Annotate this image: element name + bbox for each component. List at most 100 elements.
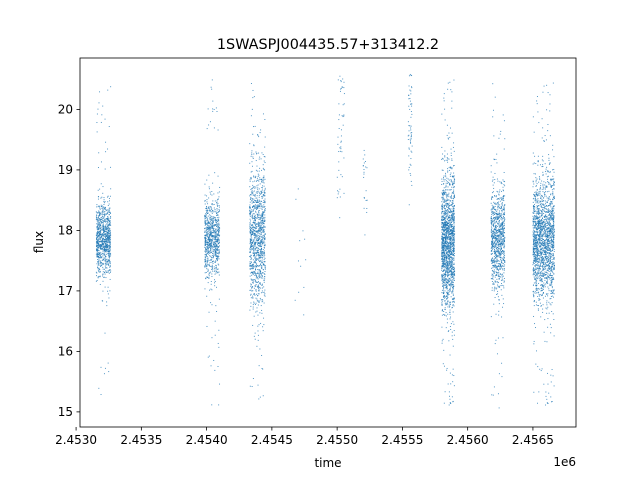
- data-point: [256, 213, 258, 215]
- data-point: [105, 238, 107, 240]
- data-point: [249, 255, 251, 257]
- data-point: [444, 156, 446, 158]
- data-point: [445, 236, 447, 238]
- data-point: [446, 251, 448, 253]
- data-point: [441, 220, 443, 222]
- data-point: [502, 233, 504, 235]
- data-point: [501, 284, 503, 286]
- data-point: [451, 273, 453, 275]
- data-point: [441, 219, 443, 221]
- data-point: [253, 272, 255, 274]
- data-point: [453, 285, 455, 287]
- data-point: [98, 239, 100, 241]
- data-point: [108, 259, 110, 261]
- data-point: [493, 217, 495, 219]
- data-point: [212, 110, 214, 112]
- data-point: [259, 277, 261, 279]
- data-point: [445, 267, 447, 269]
- data-point: [341, 115, 343, 117]
- data-point: [445, 226, 447, 228]
- data-point: [453, 176, 455, 178]
- data-point: [249, 240, 251, 242]
- data-point: [102, 259, 104, 261]
- data-point: [107, 218, 109, 220]
- data-point: [502, 214, 504, 216]
- data-point: [363, 196, 365, 198]
- data-point: [100, 121, 102, 123]
- data-point: [442, 192, 444, 194]
- data-point: [497, 260, 499, 262]
- data-point: [97, 198, 99, 200]
- data-point: [103, 227, 105, 229]
- data-point: [496, 273, 498, 275]
- data-point: [210, 231, 212, 233]
- data-point: [101, 242, 103, 244]
- data-point: [97, 267, 99, 269]
- data-point: [204, 257, 206, 259]
- data-point: [98, 253, 100, 255]
- data-point: [264, 206, 266, 208]
- data-point: [212, 219, 214, 221]
- data-point: [214, 236, 216, 238]
- data-point: [498, 373, 500, 375]
- data-point: [214, 334, 216, 336]
- data-point: [446, 218, 448, 220]
- data-point: [261, 227, 263, 229]
- data-point: [499, 133, 501, 135]
- data-point: [448, 205, 450, 207]
- data-point: [446, 211, 448, 213]
- data-point: [208, 220, 210, 222]
- data-point: [254, 260, 256, 262]
- data-point: [453, 208, 455, 210]
- data-point: [441, 247, 443, 249]
- data-point: [256, 200, 258, 202]
- data-point: [100, 235, 102, 237]
- data-point: [204, 266, 206, 268]
- data-point: [255, 234, 257, 236]
- data-point: [253, 250, 255, 252]
- data-point: [441, 342, 443, 344]
- data-point: [453, 253, 455, 255]
- data-point: [214, 224, 216, 226]
- data-point: [252, 248, 254, 250]
- data-point: [216, 245, 218, 247]
- data-point: [258, 211, 260, 213]
- data-point: [444, 272, 446, 274]
- data-point: [445, 312, 447, 314]
- data-point: [250, 244, 252, 246]
- data-point: [453, 150, 455, 152]
- data-point: [263, 194, 265, 196]
- data-point: [444, 223, 446, 225]
- data-point: [103, 235, 105, 237]
- data-point: [443, 290, 445, 292]
- data-point: [445, 216, 447, 218]
- data-point: [492, 179, 494, 181]
- data-point: [500, 285, 502, 287]
- data-point: [493, 187, 495, 189]
- data-point: [446, 266, 448, 268]
- data-point: [343, 93, 345, 95]
- data-point: [453, 250, 455, 252]
- data-point: [441, 247, 443, 249]
- data-point: [491, 233, 493, 235]
- data-point: [210, 281, 212, 283]
- data-point: [109, 255, 111, 257]
- data-point: [452, 176, 454, 178]
- data-point: [447, 82, 449, 84]
- data-point: [212, 236, 214, 238]
- data-point: [451, 218, 453, 220]
- data-point: [449, 260, 451, 262]
- data-point: [444, 275, 446, 277]
- data-point: [442, 196, 444, 198]
- data-point: [449, 226, 451, 228]
- data-point: [444, 252, 446, 254]
- data-point: [101, 222, 103, 224]
- data-point: [449, 183, 451, 185]
- data-point: [444, 253, 446, 255]
- data-point: [448, 206, 450, 208]
- data-point: [98, 387, 100, 389]
- data-point: [448, 291, 450, 293]
- data-point: [106, 212, 108, 214]
- data-point: [213, 218, 215, 220]
- data-point: [451, 221, 453, 223]
